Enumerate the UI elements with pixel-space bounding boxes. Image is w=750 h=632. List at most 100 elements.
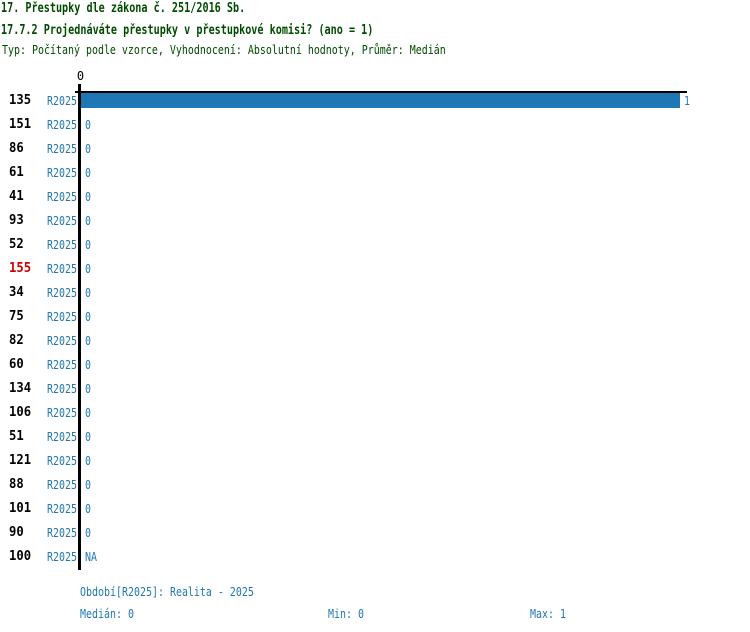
row-period-label: R2025: [47, 359, 83, 372]
row-category-label: 135: [9, 94, 32, 107]
row-category-label: 121: [9, 454, 32, 467]
row-value-label: 0: [85, 311, 92, 324]
row-value-label-text: 0: [85, 166, 92, 180]
row-value-label: 0: [85, 263, 92, 276]
row-category-label-text: 134: [9, 381, 32, 396]
row-period-label: R2025: [47, 527, 83, 540]
row-category-label-text: 151: [9, 117, 32, 132]
x-axis-tick-zero-label: 0: [76, 69, 85, 83]
row-category-label-text: 88: [9, 477, 24, 492]
chart-title-line2: 17.7.2 Projednáváte přestupky v přestupk…: [1, 23, 478, 38]
row-value-label: 0: [85, 119, 92, 132]
row-period-label-text: R2025: [47, 190, 77, 204]
row-period-label: R2025: [47, 263, 83, 276]
row-value-label-text: 0: [85, 334, 92, 348]
row-category-label-text: 60: [9, 357, 24, 372]
stat-min: Min: 0: [328, 608, 371, 621]
row-period-label: R2025: [47, 311, 83, 324]
row-value-label-text: 0: [85, 238, 92, 252]
row-period-label-text: R2025: [47, 454, 77, 468]
row-category-label: 60: [9, 358, 25, 371]
row-category-label: 75: [9, 310, 25, 323]
x-axis-line: [75, 91, 687, 93]
row-period-label: R2025: [47, 95, 83, 108]
row-value-label: 0: [85, 455, 92, 468]
row-category-label-text: 121: [9, 453, 32, 468]
chart-title-line1-text: 17. Přestupky dle zákona č. 251/2016 Sb.: [1, 1, 246, 16]
row-category-label-text: 86: [9, 141, 24, 156]
chart-subtitle: Typ: Počítaný podle vzorce, Vyhodnocení:…: [2, 44, 537, 57]
row-period-label: R2025: [47, 431, 83, 444]
row-period-label: R2025: [47, 551, 83, 564]
row-category-label-text: 52: [9, 237, 24, 252]
row-period-label-text: R2025: [47, 286, 77, 300]
row-category-label: 93: [9, 214, 25, 227]
row-period-label: R2025: [47, 383, 83, 396]
row-period-label-text: R2025: [47, 358, 77, 372]
chart-title-line1: 17. Přestupky dle zákona č. 251/2016 Sb.: [1, 1, 314, 16]
row-period-label-text: R2025: [47, 526, 77, 540]
row-category-label-text: 41: [9, 189, 24, 204]
row-period-label-text: R2025: [47, 262, 77, 276]
row-value-label-text: 0: [85, 190, 92, 204]
row-period-label-text: R2025: [47, 310, 77, 324]
row-period-label-text: R2025: [47, 382, 77, 396]
row-period-label-text: R2025: [47, 502, 77, 516]
row-category-label-text: 106: [9, 405, 32, 420]
row-value-label: 0: [85, 503, 92, 516]
row-category-label-text: 61: [9, 165, 24, 180]
y-axis-line: [78, 84, 81, 570]
row-period-label-text: R2025: [47, 142, 77, 156]
row-category-label-text: 34: [9, 285, 24, 300]
row-category-label-text: 82: [9, 333, 24, 348]
row-value-label-text: 0: [85, 310, 92, 324]
row-period-label: R2025: [47, 335, 83, 348]
row-value-label: 0: [85, 527, 92, 540]
row-category-label: 101: [9, 502, 32, 515]
row-category-label: 51: [9, 430, 25, 443]
row-category-label: 106: [9, 406, 32, 419]
row-period-label-text: R2025: [47, 550, 77, 564]
row-value-label: 0: [85, 335, 92, 348]
row-value-label-text: 0: [85, 526, 92, 540]
row-category-label-text: 135: [9, 93, 32, 108]
period-legend: Období[R2025]: Realita - 2025: [80, 586, 290, 599]
row-value-label-text: 0: [85, 502, 92, 516]
row-period-label-text: R2025: [47, 166, 77, 180]
row-period-label: R2025: [47, 503, 83, 516]
row-period-label: R2025: [47, 191, 83, 204]
row-period-label: R2025: [47, 239, 83, 252]
row-category-label: 34: [9, 286, 25, 299]
row-category-label-text: 90: [9, 525, 24, 540]
row-period-label: R2025: [47, 143, 83, 156]
row-value-label: 0: [85, 407, 92, 420]
row-value-label-text: 0: [85, 406, 92, 420]
value-bar: [81, 93, 680, 108]
row-value-label-text: NA: [85, 550, 97, 564]
row-period-label-text: R2025: [47, 238, 77, 252]
row-category-label-text: 75: [9, 309, 24, 324]
row-value-label: 0: [85, 359, 92, 372]
row-category-label: 52: [9, 238, 25, 251]
row-value-label: 0: [85, 479, 92, 492]
row-period-label: R2025: [47, 287, 83, 300]
row-period-label-text: R2025: [47, 214, 77, 228]
row-value-label-text: 0: [85, 382, 92, 396]
row-category-label-text: 100: [9, 549, 32, 564]
row-value-label: NA: [85, 551, 99, 564]
row-category-label-text: 101: [9, 501, 32, 516]
row-value-label-text: 0: [85, 454, 92, 468]
row-value-label-text: 0: [85, 118, 92, 132]
row-category-label: 155: [9, 262, 32, 275]
row-period-label-text: R2025: [47, 118, 77, 132]
row-period-label: R2025: [47, 215, 83, 228]
stat-max-text: Max: 1: [530, 607, 566, 621]
row-value-label: 0: [85, 287, 92, 300]
row-category-label: 61: [9, 166, 25, 179]
row-value-label: 1: [684, 95, 691, 108]
row-period-label: R2025: [47, 455, 83, 468]
row-category-label-text: 93: [9, 213, 24, 228]
row-value-label: 0: [85, 383, 92, 396]
stat-max: Max: 1: [530, 608, 573, 621]
